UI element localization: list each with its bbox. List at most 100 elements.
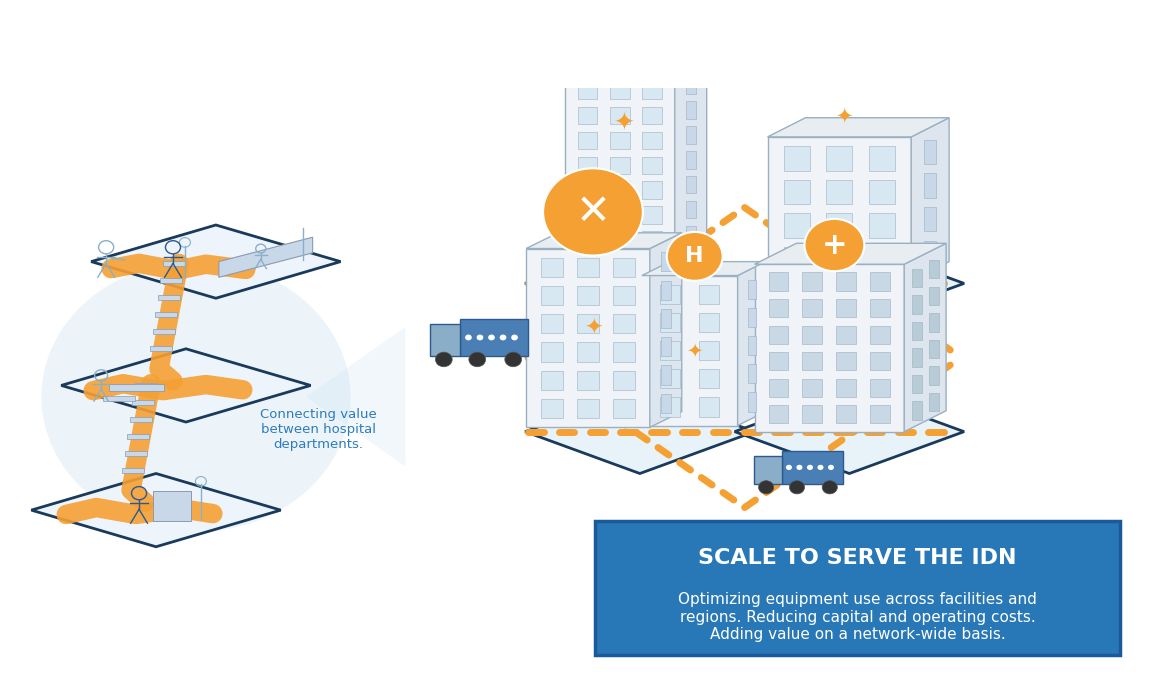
Polygon shape (748, 364, 756, 383)
Polygon shape (642, 275, 738, 426)
Polygon shape (526, 249, 650, 427)
Circle shape (469, 352, 486, 367)
Bar (614, 370, 636, 390)
Text: ✦: ✦ (584, 319, 602, 339)
Bar (837, 273, 857, 291)
Polygon shape (924, 207, 936, 231)
Bar (837, 326, 857, 344)
Bar (614, 286, 636, 305)
Bar (802, 273, 822, 291)
Bar (578, 57, 598, 75)
Circle shape (42, 261, 350, 532)
Polygon shape (661, 394, 670, 413)
Bar (869, 247, 895, 271)
Bar (643, 181, 662, 199)
Polygon shape (904, 243, 946, 432)
Polygon shape (768, 137, 911, 281)
Bar (802, 352, 822, 370)
Text: H: H (615, 0, 636, 15)
Bar (870, 352, 890, 370)
Bar (133, 400, 155, 405)
Bar (578, 82, 598, 99)
Bar (577, 314, 599, 333)
Bar (784, 213, 810, 238)
Polygon shape (565, 34, 706, 50)
Polygon shape (305, 327, 406, 466)
Bar (161, 278, 183, 283)
Bar (610, 131, 630, 149)
Polygon shape (686, 101, 696, 119)
Circle shape (758, 481, 773, 494)
Bar (699, 369, 719, 389)
Polygon shape (748, 336, 756, 355)
Polygon shape (912, 375, 921, 394)
Polygon shape (686, 52, 696, 69)
Polygon shape (755, 264, 904, 432)
Circle shape (476, 335, 483, 340)
Bar (643, 206, 662, 224)
Polygon shape (748, 280, 756, 298)
Polygon shape (686, 127, 696, 144)
Bar (610, 57, 630, 75)
Bar (769, 273, 788, 291)
Bar (827, 146, 852, 171)
Polygon shape (912, 295, 921, 314)
Bar (610, 181, 630, 199)
Bar (614, 258, 636, 277)
Bar (870, 379, 890, 397)
Bar (754, 456, 781, 484)
Bar (578, 181, 598, 199)
Bar (643, 107, 662, 124)
Bar (769, 405, 788, 424)
Bar (870, 326, 890, 344)
Bar (660, 397, 681, 417)
Bar (610, 231, 630, 249)
Bar (153, 491, 191, 521)
Bar (578, 206, 598, 224)
Bar (150, 346, 172, 351)
Polygon shape (928, 260, 939, 278)
Bar (869, 213, 895, 238)
Bar (578, 256, 598, 273)
Bar (784, 247, 810, 271)
Bar (460, 319, 528, 356)
Bar (802, 379, 822, 397)
Bar (802, 405, 822, 424)
Polygon shape (768, 117, 949, 137)
Bar (837, 379, 857, 397)
Polygon shape (912, 322, 921, 340)
Bar (577, 343, 599, 361)
Bar (869, 146, 895, 171)
Circle shape (790, 481, 805, 494)
Circle shape (436, 352, 452, 367)
Bar (541, 343, 563, 361)
Polygon shape (642, 261, 765, 275)
Bar (577, 286, 599, 305)
Text: H: H (686, 246, 704, 266)
Bar (643, 231, 662, 249)
Text: SCALE TO SERVE THE IDN: SCALE TO SERVE THE IDN (698, 549, 1017, 568)
Bar (127, 434, 149, 439)
Bar (610, 157, 630, 174)
Polygon shape (911, 117, 949, 281)
Bar (614, 314, 636, 333)
Bar (578, 131, 598, 149)
Bar (827, 180, 852, 204)
Polygon shape (661, 309, 670, 328)
Bar (837, 299, 857, 317)
Bar (541, 258, 563, 277)
Bar (125, 451, 147, 456)
Circle shape (499, 335, 506, 340)
Circle shape (667, 232, 722, 281)
Bar (610, 82, 630, 99)
Bar (135, 383, 157, 388)
Circle shape (465, 335, 472, 340)
Bar (614, 343, 636, 361)
Bar (870, 273, 890, 291)
Polygon shape (675, 34, 706, 281)
Bar (643, 82, 662, 99)
Polygon shape (661, 337, 670, 356)
Polygon shape (734, 390, 964, 473)
Bar (769, 326, 788, 344)
Text: ✦: ✦ (836, 108, 853, 128)
